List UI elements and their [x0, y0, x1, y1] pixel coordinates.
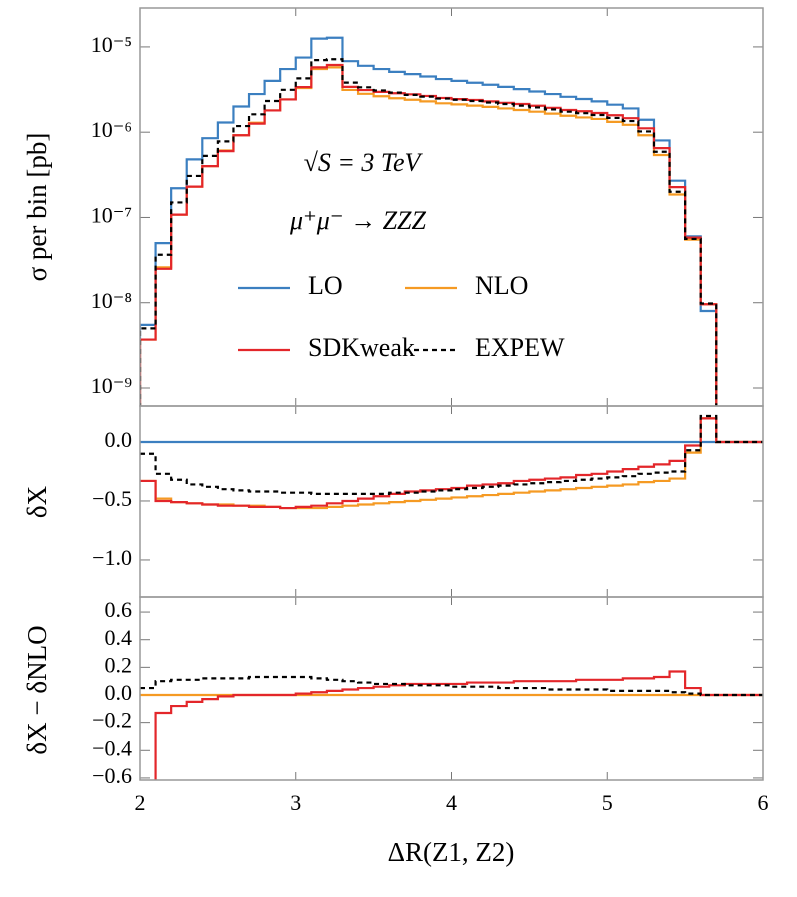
- y-tick-label: −0.2: [92, 708, 132, 733]
- panel-frame: [139, 7, 764, 407]
- y-tick-label: 0.0: [105, 427, 133, 452]
- y-tick-label: 10⁻⁶: [91, 117, 132, 142]
- x-tick-label: 2: [135, 790, 146, 815]
- annotation: μ⁺μ⁻ → ZZZ: [289, 206, 426, 235]
- annotation: √S = 3 TeV: [304, 148, 424, 177]
- y-axis-label: σ per bin [pb]: [22, 133, 52, 282]
- histogram-line: [140, 58, 718, 406]
- y-tick-label: 10⁻⁷: [91, 203, 132, 228]
- y-tick-label: 10⁻⁵: [91, 32, 132, 57]
- histogram-line: [140, 417, 763, 510]
- histogram-line: [140, 63, 718, 406]
- x-tick-label: 4: [446, 790, 457, 815]
- y-tick-label: −0.6: [92, 763, 132, 788]
- y-tick-label: 0.2: [105, 652, 133, 677]
- histogram-line: [140, 675, 763, 697]
- x-tick-label: 6: [758, 790, 769, 815]
- y-tick-label: −1.0: [92, 545, 132, 570]
- histogram-line: [140, 414, 763, 495]
- panel-frame: [139, 596, 764, 781]
- legend-label: SDKweak: [308, 333, 415, 362]
- y-tick-label: 0.0: [105, 680, 133, 705]
- y-axis-label: δX − δNLO: [22, 625, 52, 754]
- histogram-line: [140, 36, 718, 406]
- y-tick-label: 10⁻⁸: [91, 288, 132, 313]
- legend-label: EXPEW: [475, 333, 565, 362]
- y-tick-label: −0.4: [92, 735, 132, 760]
- y-tick-label: −0.5: [92, 486, 132, 511]
- histogram-line: [154, 670, 763, 780]
- y-tick-label: 10⁻⁹: [91, 373, 133, 398]
- legend-label: LO: [308, 271, 343, 300]
- x-tick-label: 3: [290, 790, 301, 815]
- y-axis-label: δX: [22, 485, 52, 518]
- histogram-line: [140, 417, 763, 510]
- x-axis-label: ΔR(Z1, Z2): [388, 837, 515, 867]
- panel-frame: [139, 405, 764, 598]
- legend-label: NLO: [475, 271, 528, 300]
- x-tick-label: 5: [602, 790, 613, 815]
- y-tick-label: 0.4: [105, 625, 133, 650]
- y-tick-label: 0.6: [105, 597, 133, 622]
